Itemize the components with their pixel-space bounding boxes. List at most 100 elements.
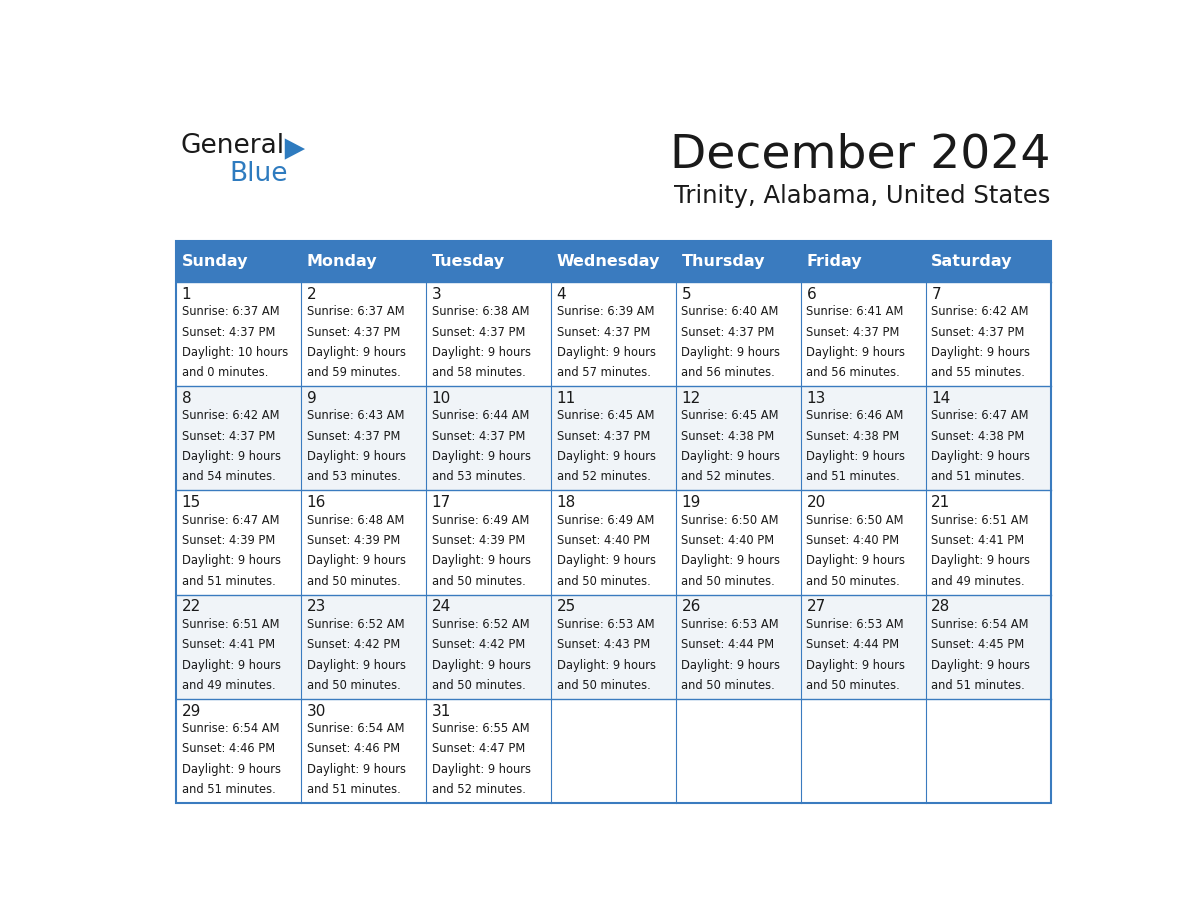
Text: Sunset: 4:46 PM: Sunset: 4:46 PM: [307, 743, 399, 756]
Text: and 49 minutes.: and 49 minutes.: [931, 575, 1025, 588]
Text: Daylight: 9 hours: Daylight: 9 hours: [182, 763, 280, 776]
Text: Sunrise: 6:38 AM: Sunrise: 6:38 AM: [431, 306, 529, 319]
Text: Sunset: 4:44 PM: Sunset: 4:44 PM: [807, 638, 899, 651]
Text: Sunrise: 6:41 AM: Sunrise: 6:41 AM: [807, 306, 904, 319]
Bar: [176, 386, 1051, 490]
Bar: [676, 241, 801, 282]
Text: Sunrise: 6:47 AM: Sunrise: 6:47 AM: [931, 409, 1029, 422]
Text: Daylight: 9 hours: Daylight: 9 hours: [807, 346, 905, 359]
Text: and 50 minutes.: and 50 minutes.: [556, 575, 650, 588]
Text: 30: 30: [307, 703, 326, 719]
Text: Daylight: 9 hours: Daylight: 9 hours: [807, 450, 905, 464]
Text: Daylight: 10 hours: Daylight: 10 hours: [182, 346, 287, 359]
Text: December 2024: December 2024: [670, 133, 1051, 178]
Text: and 49 minutes.: and 49 minutes.: [182, 679, 276, 692]
Text: 13: 13: [807, 391, 826, 406]
Text: Sunset: 4:42 PM: Sunset: 4:42 PM: [307, 638, 400, 651]
Text: 9: 9: [307, 391, 316, 406]
Text: Sunrise: 6:47 AM: Sunrise: 6:47 AM: [182, 514, 279, 527]
Text: 11: 11: [556, 391, 576, 406]
Text: Sunrise: 6:37 AM: Sunrise: 6:37 AM: [307, 306, 404, 319]
Text: Sunset: 4:46 PM: Sunset: 4:46 PM: [182, 743, 274, 756]
Text: Sunset: 4:38 PM: Sunset: 4:38 PM: [682, 430, 775, 442]
Text: Daylight: 9 hours: Daylight: 9 hours: [182, 658, 280, 672]
Text: Monday: Monday: [307, 254, 378, 269]
Text: Daylight: 9 hours: Daylight: 9 hours: [182, 450, 280, 464]
Text: Sunrise: 6:45 AM: Sunrise: 6:45 AM: [556, 409, 655, 422]
Text: and 50 minutes.: and 50 minutes.: [556, 679, 650, 692]
Text: 24: 24: [431, 599, 450, 614]
Text: Sunset: 4:40 PM: Sunset: 4:40 PM: [682, 534, 775, 547]
Text: Sunset: 4:41 PM: Sunset: 4:41 PM: [182, 638, 274, 651]
Text: Sunset: 4:37 PM: Sunset: 4:37 PM: [307, 326, 400, 339]
Text: and 50 minutes.: and 50 minutes.: [807, 679, 901, 692]
Text: Sunset: 4:45 PM: Sunset: 4:45 PM: [931, 638, 1024, 651]
Text: Daylight: 9 hours: Daylight: 9 hours: [807, 658, 905, 672]
Text: Sunrise: 6:48 AM: Sunrise: 6:48 AM: [307, 514, 404, 527]
Text: Daylight: 9 hours: Daylight: 9 hours: [931, 450, 1030, 464]
Text: Wednesday: Wednesday: [556, 254, 659, 269]
Text: and 53 minutes.: and 53 minutes.: [431, 471, 525, 484]
Text: Thursday: Thursday: [682, 254, 765, 269]
Text: Sunset: 4:42 PM: Sunset: 4:42 PM: [431, 638, 525, 651]
Text: Sunrise: 6:50 AM: Sunrise: 6:50 AM: [807, 514, 904, 527]
Text: Sunrise: 6:37 AM: Sunrise: 6:37 AM: [182, 306, 279, 319]
Text: 25: 25: [556, 599, 576, 614]
Text: 18: 18: [556, 495, 576, 510]
Text: Sunrise: 6:53 AM: Sunrise: 6:53 AM: [682, 618, 779, 631]
Text: Sunset: 4:40 PM: Sunset: 4:40 PM: [556, 534, 650, 547]
Text: Daylight: 9 hours: Daylight: 9 hours: [807, 554, 905, 567]
Text: Daylight: 9 hours: Daylight: 9 hours: [682, 346, 781, 359]
Text: Sunrise: 6:51 AM: Sunrise: 6:51 AM: [182, 618, 279, 631]
Text: General: General: [181, 133, 285, 159]
Text: 5: 5: [682, 286, 691, 302]
Text: and 51 minutes.: and 51 minutes.: [931, 679, 1025, 692]
Text: 17: 17: [431, 495, 450, 510]
Text: Sunrise: 6:53 AM: Sunrise: 6:53 AM: [807, 618, 904, 631]
Text: Sunset: 4:39 PM: Sunset: 4:39 PM: [431, 534, 525, 547]
Text: and 50 minutes.: and 50 minutes.: [431, 575, 525, 588]
Text: Sunset: 4:37 PM: Sunset: 4:37 PM: [682, 326, 775, 339]
Text: and 57 minutes.: and 57 minutes.: [556, 366, 650, 379]
Text: Daylight: 9 hours: Daylight: 9 hours: [682, 554, 781, 567]
Text: 3: 3: [431, 286, 441, 302]
Text: Daylight: 9 hours: Daylight: 9 hours: [307, 763, 405, 776]
Text: and 51 minutes.: and 51 minutes.: [182, 783, 276, 796]
Bar: [301, 241, 426, 282]
Text: Sunrise: 6:50 AM: Sunrise: 6:50 AM: [682, 514, 779, 527]
Text: and 51 minutes.: and 51 minutes.: [931, 471, 1025, 484]
Bar: [925, 241, 1051, 282]
Polygon shape: [285, 139, 305, 160]
Text: Sunrise: 6:53 AM: Sunrise: 6:53 AM: [556, 618, 655, 631]
Text: Daylight: 9 hours: Daylight: 9 hours: [556, 346, 656, 359]
Text: and 53 minutes.: and 53 minutes.: [307, 471, 400, 484]
Text: Daylight: 9 hours: Daylight: 9 hours: [682, 658, 781, 672]
Text: and 50 minutes.: and 50 minutes.: [307, 575, 400, 588]
Text: Sunrise: 6:42 AM: Sunrise: 6:42 AM: [931, 306, 1029, 319]
Text: Sunset: 4:37 PM: Sunset: 4:37 PM: [556, 430, 650, 442]
Bar: [801, 241, 925, 282]
Bar: [551, 241, 676, 282]
Text: and 50 minutes.: and 50 minutes.: [307, 679, 400, 692]
Text: Sunrise: 6:49 AM: Sunrise: 6:49 AM: [556, 514, 653, 527]
Bar: [176, 595, 1051, 699]
Text: Daylight: 9 hours: Daylight: 9 hours: [556, 450, 656, 464]
Text: Daylight: 9 hours: Daylight: 9 hours: [931, 346, 1030, 359]
Text: Saturday: Saturday: [931, 254, 1013, 269]
Text: and 52 minutes.: and 52 minutes.: [431, 783, 525, 796]
Text: 20: 20: [807, 495, 826, 510]
Bar: [176, 699, 1051, 803]
Text: Daylight: 9 hours: Daylight: 9 hours: [431, 554, 531, 567]
Text: 19: 19: [682, 495, 701, 510]
Text: 31: 31: [431, 703, 451, 719]
Text: Sunset: 4:37 PM: Sunset: 4:37 PM: [556, 326, 650, 339]
Text: Sunrise: 6:39 AM: Sunrise: 6:39 AM: [556, 306, 655, 319]
Text: Sunset: 4:37 PM: Sunset: 4:37 PM: [307, 430, 400, 442]
Text: and 0 minutes.: and 0 minutes.: [182, 366, 268, 379]
Text: Sunset: 4:44 PM: Sunset: 4:44 PM: [682, 638, 775, 651]
Text: Daylight: 9 hours: Daylight: 9 hours: [931, 554, 1030, 567]
Text: 16: 16: [307, 495, 326, 510]
Text: Sunrise: 6:54 AM: Sunrise: 6:54 AM: [931, 618, 1029, 631]
Text: Daylight: 9 hours: Daylight: 9 hours: [307, 554, 405, 567]
Text: Sunrise: 6:40 AM: Sunrise: 6:40 AM: [682, 306, 779, 319]
